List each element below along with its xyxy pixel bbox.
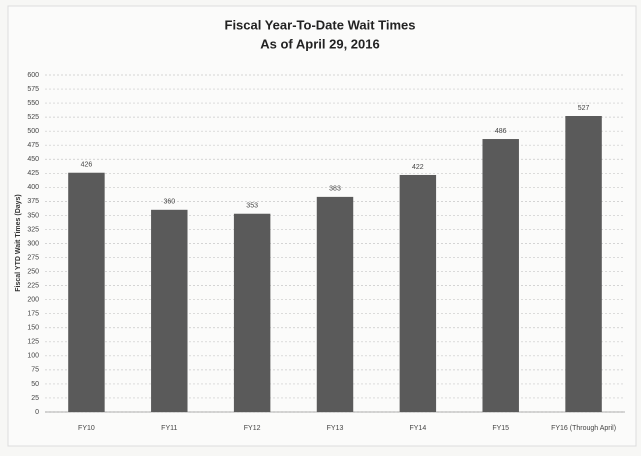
y-tick-label: 250: [27, 268, 39, 275]
y-tick-label: 450: [27, 156, 39, 163]
data-label: 422: [412, 164, 424, 171]
bar: [565, 116, 602, 413]
x-tick-label: FY11: [161, 425, 177, 432]
bar: [68, 172, 105, 412]
bar: [399, 174, 437, 412]
y-tick-label: 150: [27, 325, 39, 332]
y-tick-label: 225: [27, 282, 39, 289]
y-tick-label: 25: [31, 395, 39, 402]
y-tick-label: 100: [27, 353, 39, 360]
y-tick-label: 350: [27, 212, 39, 219]
chart-subtitle: As of April 29, 2016: [260, 36, 379, 51]
data-label: 486: [495, 128, 507, 135]
x-tick-label: FY15: [492, 425, 509, 432]
y-tick-label: 125: [27, 339, 39, 346]
x-tick-label: FY10: [78, 425, 95, 432]
y-tick-label: 475: [27, 142, 39, 149]
bar: [482, 139, 519, 412]
data-label: 527: [578, 105, 590, 112]
data-label: 360: [163, 199, 175, 206]
bar: [151, 209, 188, 412]
y-axis-title: Fiscal YTD Wait Times (Days): [15, 194, 22, 292]
y-tick-label: 175: [27, 311, 39, 318]
x-tick-label: FY13: [327, 425, 344, 432]
y-tick-label: 525: [27, 114, 39, 121]
y-tick-label: 325: [27, 226, 39, 233]
x-tick-label: FY16 (Through April): [551, 425, 616, 432]
y-tick-label: 275: [27, 254, 39, 261]
bar: [233, 213, 271, 412]
y-tick-label: 600: [27, 72, 39, 79]
y-tick-label: 375: [27, 198, 39, 205]
y-tick-label: 300: [27, 240, 39, 247]
data-label: 383: [329, 186, 341, 193]
y-tick-label: 50: [31, 381, 39, 388]
y-tick-label: 425: [27, 170, 39, 177]
y-tick-label: 0: [35, 409, 39, 416]
bar: [316, 196, 354, 412]
x-tick-label: FY12: [244, 425, 261, 432]
y-tick-label: 575: [27, 86, 39, 93]
y-tick-label: 200: [27, 297, 39, 304]
x-tick-label: FY14: [409, 425, 426, 432]
y-tick-label: 500: [27, 128, 39, 135]
y-tick-label: 550: [27, 100, 39, 107]
y-tick-label: 75: [31, 367, 39, 374]
data-label: 426: [81, 162, 93, 169]
chart-title: Fiscal Year-To-Date Wait Times: [225, 17, 416, 32]
y-tick-label: 400: [27, 184, 39, 191]
data-label: 353: [246, 203, 258, 210]
